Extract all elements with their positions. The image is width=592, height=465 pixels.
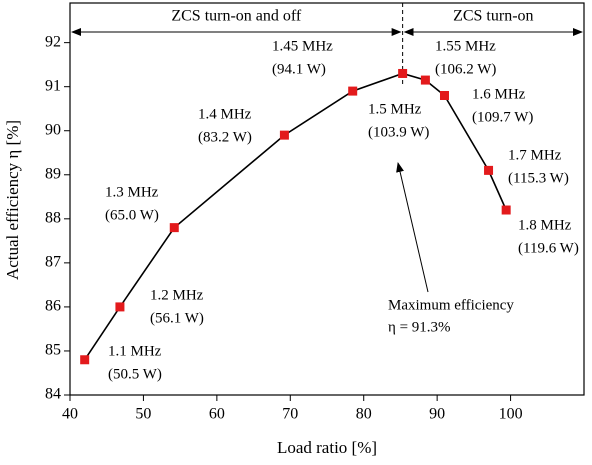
point-label: 1.2 MHz [150,287,204,303]
data-point [80,355,90,365]
x-tick-label: 100 [499,406,523,423]
point-label: (83.2 W) [198,129,252,145]
point-label: 1.5 MHz [368,101,422,117]
point-label: (119.6 W) [518,240,579,256]
data-point [420,75,430,85]
point-label: 1.1 MHz [108,343,162,359]
data-point [439,90,449,100]
x-tick-label: 50 [135,406,151,423]
data-line [84,72,507,361]
data-point [348,86,358,96]
data-point [398,68,408,78]
y-tick-label: 84 [45,386,61,403]
point-label: (65.0 W) [105,207,159,223]
y-tick-label: 88 [45,209,61,226]
y-tick-label: 90 [45,121,61,138]
y-axis-label: Actual efficiency η [%] [3,120,22,280]
y-tick-label: 85 [45,342,61,359]
data-point [115,302,125,312]
point-label: 1.3 MHz [105,184,159,200]
region-label: ZCS turn-on [453,8,533,25]
point-label: 1.6 MHz [472,86,526,102]
y-tick-label: 86 [45,298,61,315]
point-label: (106.2 W) [435,61,496,77]
point-label: (115.3 W) [508,170,569,186]
point-label: 1.7 MHz [508,147,562,163]
point-label: 1.45 MHz [272,38,333,54]
x-tick-label: 90 [429,406,445,423]
point-label: 1.4 MHz [198,106,252,122]
x-tick-label: 60 [209,406,225,423]
x-axis-label: Load ratio [%] [277,438,377,457]
annotation-arrow [396,162,429,293]
data-point [484,165,494,175]
point-label: (50.5 W) [108,366,162,382]
data-point [501,205,511,215]
y-tick-label: 92 [45,33,61,50]
x-tick-label: 80 [356,406,372,423]
point-label: (103.9 W) [368,124,429,140]
x-tick-label: 70 [282,406,298,423]
point-label: (109.7 W) [472,109,533,125]
data-point [279,130,289,140]
point-label: (94.1 W) [272,61,326,77]
data-point [169,223,179,233]
point-label: 1.55 MHz [435,38,496,54]
y-tick-label: 91 [45,77,61,94]
point-label: (56.1 W) [150,310,204,326]
point-label: 1.8 MHz [518,217,572,233]
plot-frame [69,2,585,396]
annotation-text: Maximum efficiency [388,297,514,313]
region-label: ZCS turn-on and off [171,8,302,25]
y-tick-label: 89 [45,165,61,182]
y-tick-label: 87 [45,254,61,271]
x-tick-label: 40 [62,406,78,423]
annotation-text: η = 91.3% [388,319,451,335]
